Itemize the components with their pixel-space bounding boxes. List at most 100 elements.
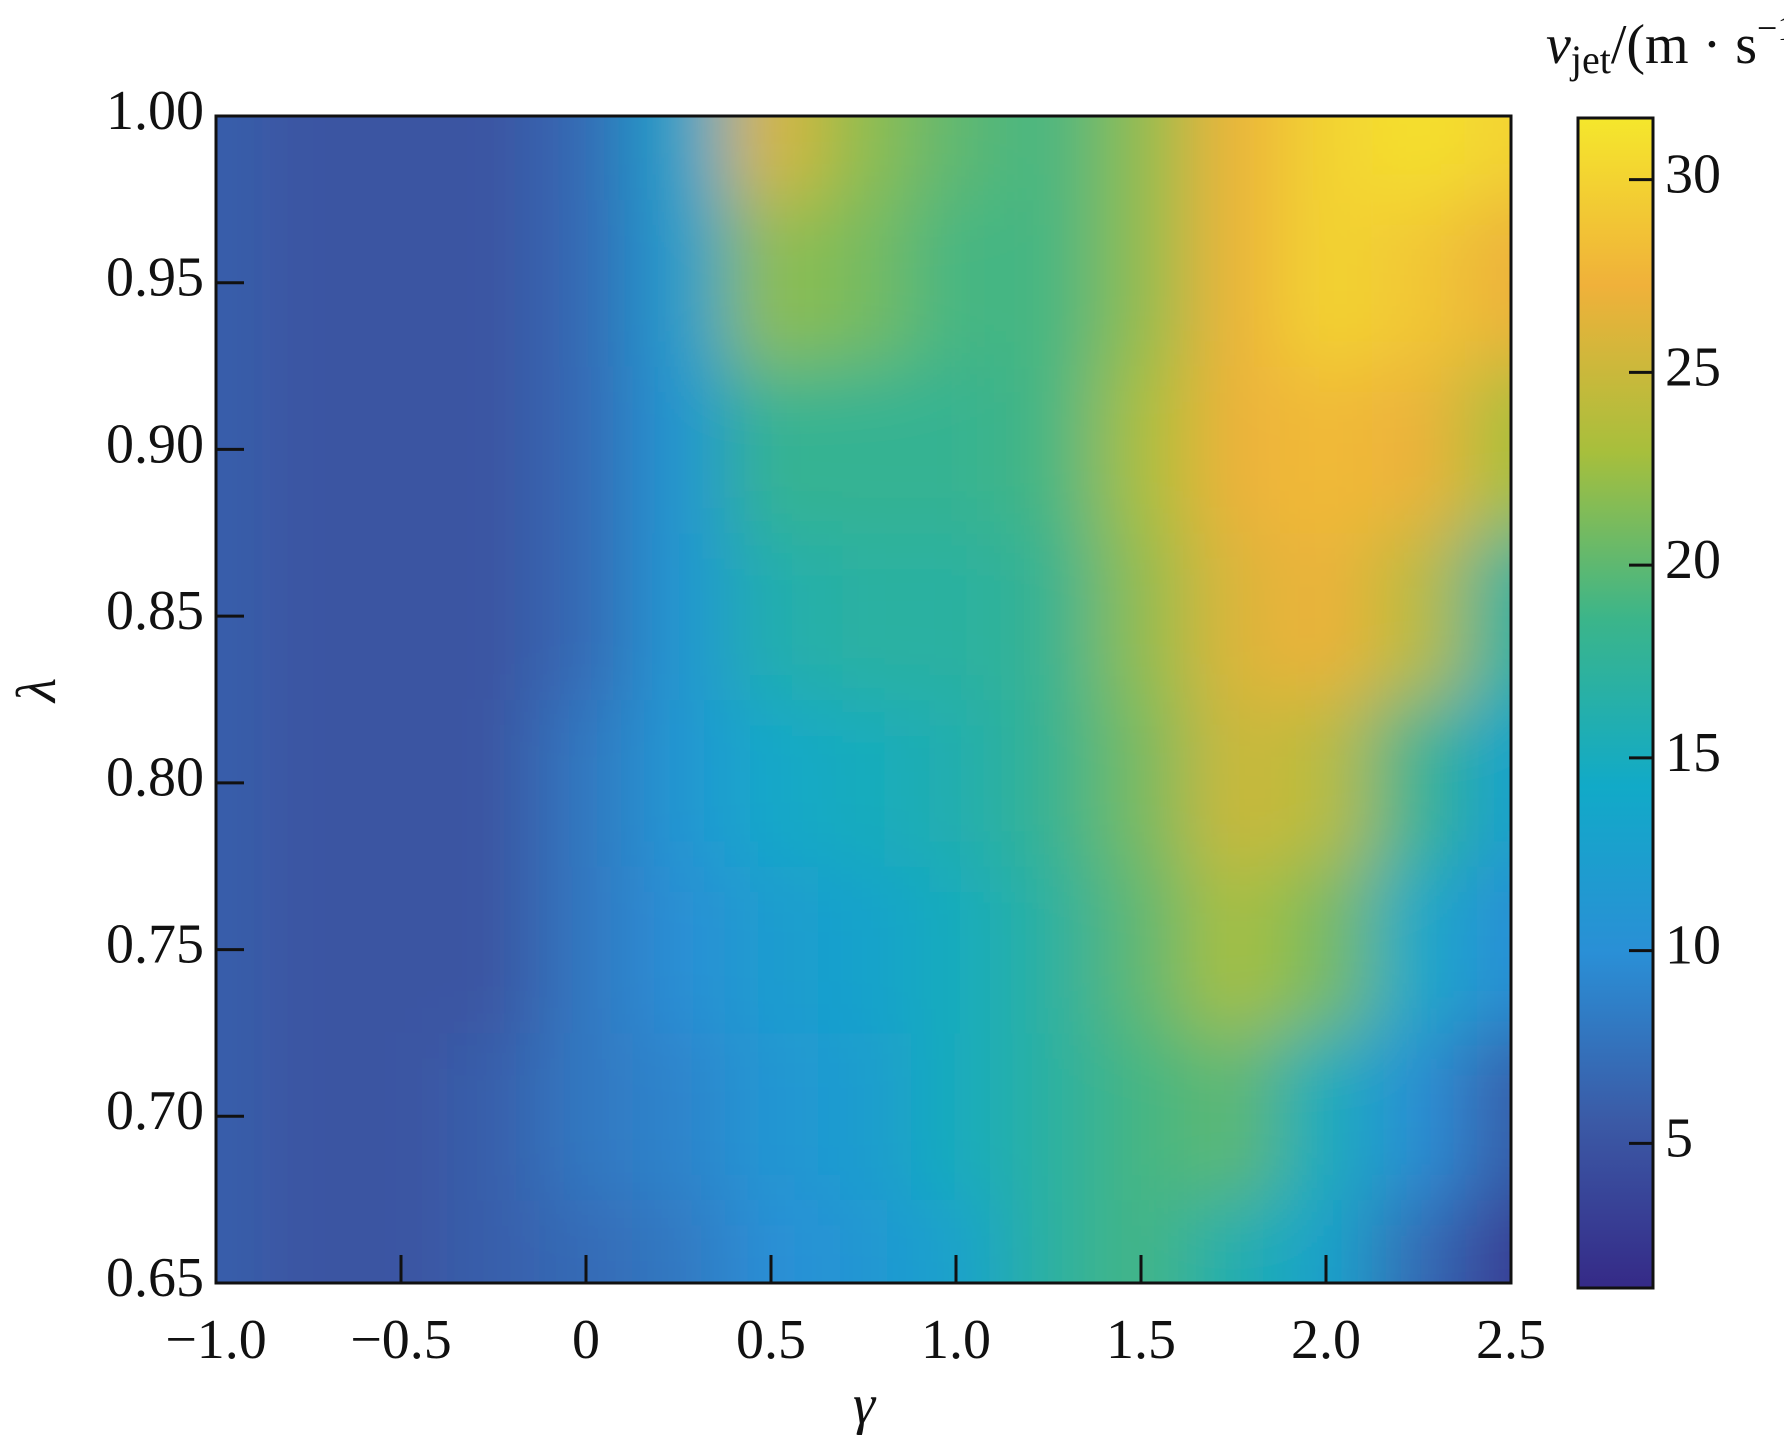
y-tick-label: 0.65 bbox=[106, 1247, 204, 1309]
heat-cell bbox=[1094, 866, 1188, 1034]
heat-cell bbox=[1002, 532, 1096, 700]
heat-cell bbox=[1372, 866, 1466, 1034]
heat-cell bbox=[262, 866, 356, 1034]
x-tick-label: 0.5 bbox=[736, 1309, 806, 1371]
heat-cell bbox=[817, 1032, 911, 1201]
heat-cell bbox=[1002, 116, 1096, 200]
plot-frame bbox=[214, 114, 1513, 1285]
heat-cell bbox=[539, 366, 633, 534]
heat-cell bbox=[724, 1032, 818, 1201]
heat-cell bbox=[1279, 199, 1373, 367]
heat-cell bbox=[216, 1199, 263, 1283]
heat-cell bbox=[1464, 532, 1511, 700]
colorbar-label-exponent: −1 bbox=[1757, 8, 1784, 48]
heat-cell bbox=[354, 699, 448, 867]
heat-cell bbox=[1094, 1032, 1188, 1201]
heat-cell bbox=[817, 199, 911, 367]
heat-cell bbox=[539, 199, 633, 367]
heat-cell bbox=[539, 866, 633, 1034]
colorbar-tick-label: 30 bbox=[1665, 144, 1721, 206]
heat-cell bbox=[909, 866, 1003, 1034]
heat-cell bbox=[1187, 866, 1281, 1034]
heat-cell bbox=[632, 199, 726, 367]
heat-cell bbox=[724, 366, 818, 534]
heat-cell bbox=[354, 366, 448, 534]
heat-cell bbox=[447, 199, 541, 367]
heat-cell bbox=[817, 366, 911, 534]
heat-cell bbox=[1002, 866, 1096, 1034]
heat-cell bbox=[1372, 1032, 1466, 1201]
heat-cell bbox=[1002, 199, 1096, 367]
colorbar-tick-label: 5 bbox=[1665, 1107, 1693, 1169]
heat-cell bbox=[724, 116, 818, 200]
y-tick-label: 1.00 bbox=[106, 80, 204, 142]
heat-cell bbox=[1187, 532, 1281, 700]
heat-cell bbox=[817, 116, 911, 200]
heat-cell bbox=[262, 699, 356, 867]
heat-cell bbox=[447, 116, 541, 200]
heat-cell bbox=[1187, 366, 1281, 534]
heat-cell bbox=[817, 866, 911, 1034]
heat-cell bbox=[262, 1199, 356, 1283]
heat-cell bbox=[632, 116, 726, 200]
colorbar-label-unit: /(m · s bbox=[1611, 14, 1757, 76]
heat-cell bbox=[1372, 699, 1466, 867]
heat-cell bbox=[1372, 116, 1466, 200]
y-tick-label: 0.80 bbox=[106, 747, 204, 809]
colorbar-tick-label: 25 bbox=[1665, 336, 1721, 398]
heat-cell bbox=[262, 199, 356, 367]
heat-cell bbox=[1464, 1199, 1511, 1283]
heat-cell bbox=[1279, 1032, 1373, 1201]
heat-cell bbox=[447, 1032, 541, 1201]
y-tick-label: 0.70 bbox=[106, 1080, 204, 1142]
heat-cell bbox=[1372, 366, 1466, 534]
heat-cell bbox=[1372, 532, 1466, 700]
heat-cell bbox=[1372, 1199, 1466, 1283]
heat-cell bbox=[909, 532, 1003, 700]
heat-cell bbox=[909, 199, 1003, 367]
heat-cell bbox=[262, 1032, 356, 1201]
heat-cell bbox=[1279, 366, 1373, 534]
heat-cell bbox=[1372, 199, 1466, 367]
heat-cell bbox=[909, 699, 1003, 867]
y-tick-label: 0.90 bbox=[106, 413, 204, 475]
heat-cell bbox=[632, 866, 726, 1034]
heat-cell bbox=[447, 699, 541, 867]
heat-cell bbox=[1464, 1032, 1511, 1201]
heat-cell bbox=[1187, 199, 1281, 367]
heat-cell bbox=[909, 116, 1003, 200]
heat-cell bbox=[1464, 116, 1511, 200]
heat-cell bbox=[1094, 699, 1188, 867]
heat-cell bbox=[1279, 699, 1373, 867]
heat-cell bbox=[1094, 199, 1188, 367]
y-tick-label: 0.75 bbox=[106, 913, 204, 975]
heat-cell bbox=[1464, 699, 1511, 867]
heat-cell bbox=[1279, 116, 1373, 200]
heat-cell bbox=[262, 116, 356, 200]
heat-cell bbox=[1187, 116, 1281, 200]
heat-cell bbox=[1094, 532, 1188, 700]
y-tick-label: 0.95 bbox=[106, 247, 204, 309]
heat-cell bbox=[724, 866, 818, 1034]
heat-cell bbox=[632, 699, 726, 867]
heat-cell bbox=[1002, 1032, 1096, 1201]
heat-cell bbox=[817, 532, 911, 700]
heat-cell bbox=[724, 199, 818, 367]
heat-cell bbox=[354, 199, 448, 367]
heat-cell bbox=[262, 532, 356, 700]
heat-cell bbox=[354, 532, 448, 700]
heat-cell bbox=[354, 866, 448, 1034]
colorbar bbox=[1576, 116, 1655, 1290]
heat-cell bbox=[1187, 699, 1281, 867]
x-tick-label: −0.5 bbox=[350, 1309, 452, 1371]
heat-cell bbox=[1094, 116, 1188, 200]
heat-cell bbox=[354, 1032, 448, 1201]
y-axis-label: λ bbox=[6, 678, 68, 704]
x-tick-label: 1.5 bbox=[1106, 1309, 1176, 1371]
x-tick-label: 2.5 bbox=[1476, 1309, 1546, 1371]
heat-cell bbox=[632, 532, 726, 700]
colorbar-label-subscript: jet bbox=[1569, 37, 1611, 82]
heat-cell bbox=[817, 1199, 911, 1283]
heat-cell bbox=[1187, 1199, 1281, 1283]
